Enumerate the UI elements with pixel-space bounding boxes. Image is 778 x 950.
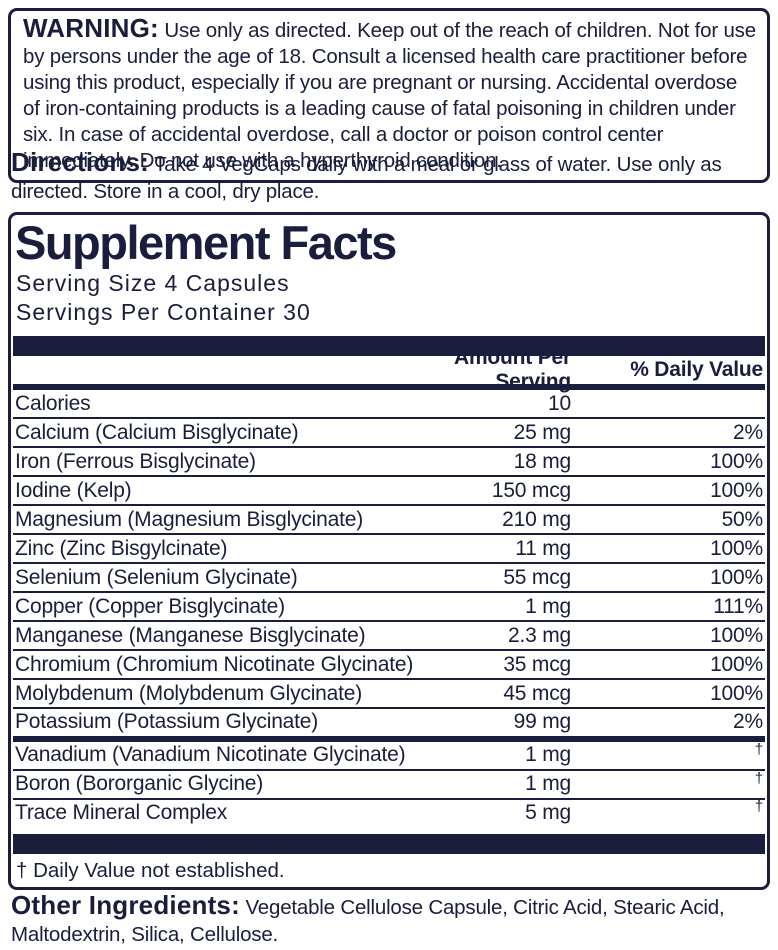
nutrient-row: Iron (Ferrous Bisglycinate) 18 mg 100%	[13, 448, 765, 477]
nutrient-row: Selenium (Selenium Glycinate) 55 mcg 100…	[13, 564, 765, 593]
directions-text: Directions: Take 4 VegCaps daily with a …	[11, 147, 722, 204]
nutrient-dv: 100%	[710, 623, 763, 647]
nutrient-amount: 10	[548, 391, 571, 415]
other-ingredients-section: Other Ingredients: Vegetable Cellulose C…	[11, 892, 771, 948]
nutrient-amount: 35 mcg	[503, 652, 571, 676]
nutrient-name: Calories	[15, 391, 91, 415]
warning-label: WARNING:	[23, 13, 159, 43]
table-bottom-bar	[13, 834, 765, 854]
nutrient-row: Boron (Bororganic Glycine) 1 mg †	[13, 769, 765, 800]
warning-text: WARNING: Use only as directed. Keep out …	[23, 13, 756, 172]
nutrient-dv: 100%	[710, 681, 763, 705]
nutrient-row: Calories 10	[13, 390, 765, 419]
nutrient-name: Chromium (Chromium Nicotinate Glycinate)	[15, 652, 414, 676]
other-ingredients-label: Other Ingredients:	[11, 890, 240, 920]
nutrient-amount: 5 mg	[525, 800, 571, 824]
header-divider	[13, 384, 765, 390]
nutrient-name: Iron (Ferrous Bisglycinate)	[15, 449, 256, 473]
warning-box: WARNING: Use only as directed. Keep out …	[8, 8, 770, 183]
nutrient-amount: 55 mcg	[503, 565, 571, 589]
nutrient-dv: 100%	[710, 449, 763, 473]
nutrient-amount: 1 mg	[525, 594, 571, 618]
nutrient-row: Molybdenum (Molybdenum Glycinate) 45 mcg…	[13, 680, 765, 709]
header-daily-value: % Daily Value	[630, 358, 763, 381]
nutrient-dv: 100%	[710, 478, 763, 502]
nutrient-row: Copper (Copper Bisglycinate) 1 mg 111%	[13, 593, 765, 622]
header-amount-per-serving: Amount Per Serving	[453, 346, 571, 393]
other-ingredients-text: Other Ingredients: Vegetable Cellulose C…	[11, 890, 725, 947]
nutrient-name: Potassium (Potassium Glycinate)	[15, 710, 319, 734]
nutrient-dv: 100%	[710, 565, 763, 589]
nutrient-amount: 99 mg	[513, 710, 572, 734]
nutrient-row: Iodine (Kelp) 150 mcg 100%	[13, 477, 765, 506]
nutrient-name: Boron (Bororganic Glycine)	[15, 772, 264, 795]
nutrient-name: Iodine (Kelp)	[15, 478, 132, 502]
serving-size: Serving Size 4 Capsules	[16, 270, 290, 296]
nutrient-row: Trace Mineral Complex 5 mg †	[13, 798, 765, 827]
nutrient-name: Trace Mineral Complex	[15, 800, 228, 824]
nutrient-amount: 45 mcg	[503, 681, 571, 705]
nutrient-dv: 100%	[710, 536, 763, 560]
nutrient-amount: 150 mcg	[491, 478, 571, 502]
nutrient-amount: 18 mg	[513, 449, 572, 473]
nutrient-name: Magnesium (Magnesium Bisglycinate)	[15, 507, 364, 531]
nutrient-row: Calcium (Calcium Bisglycinate) 25 mg 2%	[13, 419, 765, 448]
nutrient-amount: 1 mg	[525, 743, 571, 766]
directions-section: Directions: Take 4 VegCaps daily with a …	[11, 149, 769, 205]
supplement-facts-title: Supplement Facts	[15, 216, 397, 269]
nutrient-amount: 1 mg	[525, 772, 571, 795]
nutrient-name: Vanadium (Vanadium Nicotinate Glycinate)	[15, 743, 406, 766]
nutrient-amount: 2.3 mg	[508, 623, 571, 647]
table-header-row: Amount Per Serving % Daily Value	[13, 346, 765, 393]
nutrient-dv-dagger: †	[754, 798, 763, 816]
nutrient-dv: 50%	[721, 507, 764, 531]
nutrient-row: Magnesium (Magnesium Bisglycinate) 210 m…	[13, 506, 765, 535]
nutrient-dv-dagger: †	[754, 740, 763, 758]
nutrient-amount: 11 mg	[515, 536, 571, 560]
nutrient-row: Chromium (Chromium Nicotinate Glycinate)…	[13, 651, 765, 680]
nutrient-dv: 111%	[713, 594, 763, 618]
supplement-facts-panel: Supplement Facts Serving Size 4 Capsules…	[8, 212, 770, 890]
nutrient-name: Copper (Copper Bisglycinate)	[15, 594, 285, 618]
nutrient-row: Zinc (Zinc Bisgylcinate) 11 mg 100%	[13, 535, 765, 564]
servings-per-container: Servings Per Container 30	[16, 299, 311, 325]
nutrient-name: Zinc (Zinc Bisgylcinate)	[15, 536, 228, 560]
daily-value-footnote: † Daily Value not established.	[16, 859, 285, 882]
nutrient-name: Molybdenum (Molybdenum Glycinate)	[15, 681, 363, 705]
directions-label: Directions:	[11, 147, 150, 177]
nutrient-name: Selenium (Selenium Glycinate)	[15, 565, 298, 589]
nutrient-amount: 25 mg	[513, 420, 572, 444]
table-top-bar	[13, 336, 765, 356]
nutrient-dv: 100%	[710, 652, 763, 676]
nutrient-amount: 210 mg	[502, 507, 571, 531]
nutrient-name: Manganese (Manganese Bisglycinate)	[15, 623, 366, 647]
nutrient-row: Manganese (Manganese Bisglycinate) 2.3 m…	[13, 622, 765, 651]
nutrient-dv: 2%	[733, 710, 763, 734]
nutrient-row: Vanadium (Vanadium Nicotinate Glycinate)…	[13, 740, 765, 771]
section-divider	[13, 735, 765, 742]
nutrient-row: Potassium (Potassium Glycinate) 99 mg 2%	[13, 709, 765, 736]
nutrient-dv-dagger: †	[754, 769, 763, 787]
nutrient-dv: 2%	[733, 420, 763, 444]
nutrient-name: Calcium (Calcium Bisglycinate)	[15, 420, 299, 444]
